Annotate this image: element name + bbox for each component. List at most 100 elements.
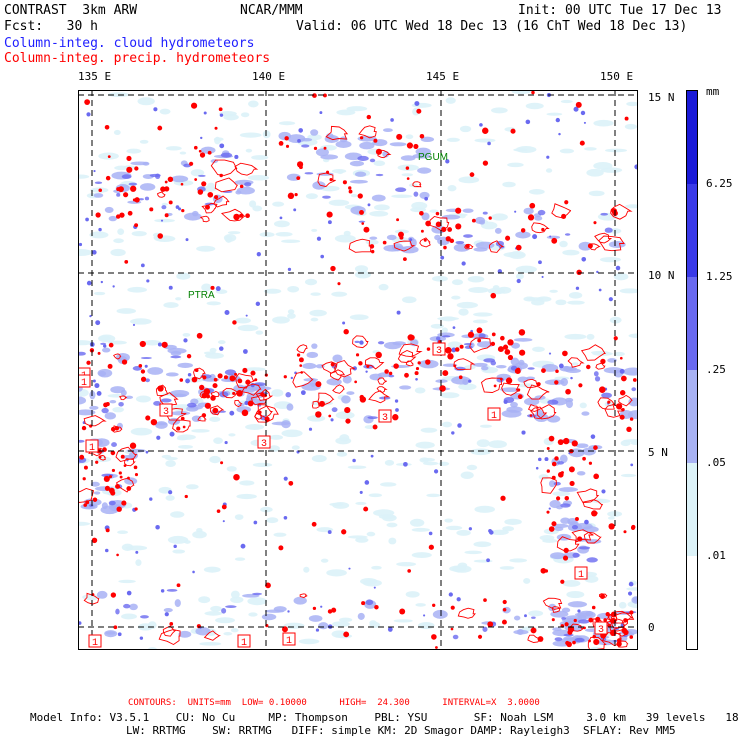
precip-cell [105, 528, 110, 533]
cloud-cell [283, 476, 288, 481]
precip-cell [330, 265, 336, 272]
cloud-cell [132, 323, 136, 327]
precip-contour [197, 415, 207, 422]
cloud-streak [78, 409, 96, 416]
cloud-streak [247, 597, 268, 606]
cloud-cell [153, 107, 158, 112]
cloud-streak [458, 176, 480, 184]
cloud-streak [584, 575, 599, 583]
precip-cell [108, 342, 114, 348]
cloud-streak [401, 296, 417, 304]
cloud-streak [483, 358, 496, 363]
precip-cell [116, 553, 119, 557]
cloud-streak [245, 148, 253, 153]
precip-cell [140, 369, 146, 374]
precip-cell [467, 331, 475, 338]
cloud-streak [221, 607, 227, 614]
precip-cell [355, 353, 360, 357]
cloud-streak [335, 411, 355, 420]
precip-cell [428, 544, 434, 550]
precip-cell [83, 503, 88, 507]
cloud-streak [446, 137, 460, 142]
cloud-streak [548, 480, 556, 488]
cloud-cell [468, 379, 472, 383]
precip-cell [482, 127, 489, 134]
cloud-streak [441, 421, 453, 428]
cloud-streak [575, 443, 589, 449]
cloud-streak [160, 398, 172, 403]
cloud-cell [95, 320, 101, 326]
precip-cell [432, 603, 436, 607]
precip-cell [119, 475, 123, 479]
colorbar-segment [687, 184, 697, 277]
precip-cell [329, 178, 333, 182]
precip-cell [564, 200, 569, 205]
cloud-cell [598, 288, 602, 292]
precip-cell [399, 235, 404, 240]
cloud-streak [196, 245, 216, 252]
precip-cell [450, 605, 455, 610]
cloud-streak [474, 138, 496, 143]
cloud-streak [89, 504, 94, 507]
cloud-streak [395, 187, 407, 193]
precip-cell [564, 622, 569, 627]
contour-value-box [257, 435, 271, 449]
cloud-streak [506, 406, 523, 413]
cloud-cell [240, 543, 246, 549]
cloud-streak [523, 577, 531, 584]
cloud-streak [531, 616, 536, 619]
precip-cell [343, 329, 349, 335]
cloud-cell [359, 490, 363, 494]
precip-contour [469, 337, 494, 353]
cloud-streak [147, 367, 164, 375]
cloud-streak [247, 100, 259, 108]
cloud-streak [303, 566, 310, 573]
cloud-cell [298, 128, 304, 133]
cloud-cell [535, 466, 539, 470]
cloud-streak [262, 130, 271, 139]
precip-cell [216, 509, 221, 513]
cloud-streak [458, 383, 477, 391]
precip-contour [334, 359, 355, 378]
cloud-cell [601, 489, 606, 494]
cloud-cell [253, 520, 258, 525]
cloud-streak [347, 465, 367, 469]
cloud-cell [503, 399, 508, 404]
precip-cell [287, 192, 295, 200]
precip-cell [447, 353, 454, 360]
cloud-cell [219, 113, 224, 117]
precip-cell [548, 435, 555, 442]
cloud-streak [174, 599, 181, 608]
contour-value: 3 [436, 346, 442, 357]
cloud-streak [515, 273, 524, 280]
cloud-streak [627, 410, 638, 420]
cloud-streak [619, 288, 638, 294]
precip-contour [527, 634, 542, 643]
cloud-cell [112, 285, 115, 288]
precip-contour [542, 597, 563, 610]
cloud-streak [178, 444, 194, 449]
contour-value-box [378, 409, 392, 423]
cloud-streak [287, 285, 300, 293]
cloud-streak [369, 620, 377, 626]
station-pgum: PGUM [418, 152, 448, 163]
precip-cell [105, 402, 110, 407]
precip-cell [81, 425, 87, 431]
contour-value: 1 [578, 570, 584, 581]
cloud-streak [562, 579, 581, 587]
cloud-streak [504, 518, 522, 525]
precip-cell [407, 334, 414, 341]
precip-cell [607, 400, 611, 404]
contour-value-box [432, 342, 446, 356]
cloud-cell [98, 227, 102, 232]
cloud-cell [348, 567, 351, 570]
cloud-streak [561, 617, 567, 620]
cloud-streak [130, 427, 153, 436]
cloud-streak [581, 411, 590, 416]
cloud-streak [137, 97, 155, 106]
precip-contour [588, 243, 601, 251]
precip-cell [469, 172, 475, 177]
precip-cell [593, 221, 597, 225]
precip-cell [393, 363, 399, 369]
contour-value-box [88, 634, 102, 648]
